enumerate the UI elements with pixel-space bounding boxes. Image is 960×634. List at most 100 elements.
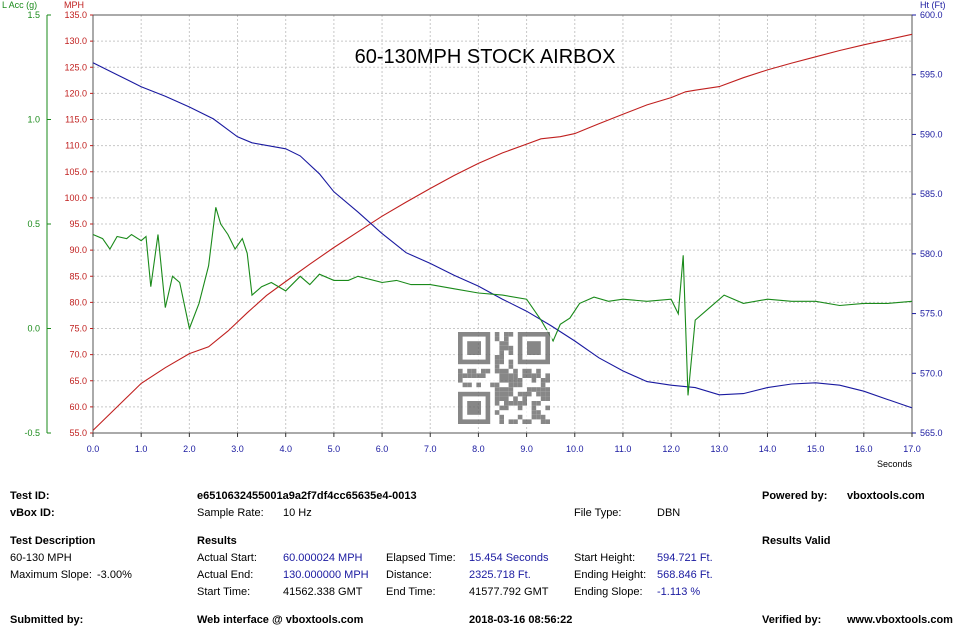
series-lines [92, 33, 913, 431]
qr-module [517, 414, 523, 420]
ht-tick-label: 575.0 [920, 309, 943, 319]
qr-module [504, 373, 509, 378]
sample-rate-value: 10 Hz [283, 507, 312, 519]
qr-module [545, 373, 550, 378]
vbox-id-label: vBox ID: [10, 507, 55, 519]
series-ht-line [92, 62, 913, 409]
qr-module [536, 414, 541, 420]
x-tick-label: 10.0 [566, 444, 584, 454]
qr-module [504, 405, 509, 411]
qr-module [494, 410, 500, 415]
lacc-tick-label: 0.5 [27, 219, 40, 229]
qr-module [522, 396, 527, 401]
elapsed-time-value: 15.454 Seconds [469, 552, 549, 564]
qr-module [508, 378, 514, 383]
qr-module [467, 382, 472, 388]
qr-module [499, 368, 504, 374]
qr-module [527, 387, 532, 392]
qr-module [517, 391, 523, 397]
qr-module [540, 419, 546, 424]
qr-module [481, 368, 486, 374]
qr-module [536, 401, 541, 406]
results-valid-label: Results Valid [762, 535, 831, 547]
qr-module [536, 387, 541, 392]
qr-module [531, 378, 537, 383]
qr-module [513, 368, 518, 374]
mph-tick-label: 100.0 [64, 193, 87, 203]
qr-module [513, 419, 518, 424]
mph-tick-label: 85.0 [69, 271, 87, 281]
actual-start-label: Actual Start: [197, 552, 257, 564]
elapsed-time-label: Elapsed Time: [386, 552, 456, 564]
qr-module [494, 359, 500, 365]
qr-module [531, 410, 537, 415]
ht-tick-label: 580.0 [920, 249, 943, 259]
qr-module [522, 368, 527, 374]
x-axis: 0.0 1.0 2.0 3.0 4.0 5.0 6.0 7.0 8.0 9.0 10.0 11.0 12… [87, 433, 921, 469]
qr-module [540, 391, 546, 397]
qr-module [494, 391, 500, 397]
series-lacc-line [92, 207, 913, 396]
qr-module [517, 405, 523, 411]
qr-module [494, 387, 500, 392]
test-description-value: 60-130 MPH [10, 552, 72, 564]
qr-module [494, 364, 500, 369]
qr-module [536, 391, 541, 397]
ht-tick-label: 585.0 [920, 189, 943, 199]
mph-tick-label: 80.0 [69, 297, 87, 307]
x-tick-label: 9.0 [520, 444, 533, 454]
mph-tick-label: 75.0 [69, 324, 87, 334]
qr-module [536, 410, 541, 415]
sample-rate-label: Sample Rate: [197, 507, 264, 519]
qr-module [540, 387, 546, 392]
mph-tick-label: 105.0 [64, 167, 87, 177]
chart: 1.5 1.0 0.5 0.0 -0.5 L Acc (g) 135.0 130.0 125.… [2, 0, 946, 469]
actual-start-value: 60.000024 MPH [283, 552, 363, 564]
qr-module [508, 391, 514, 397]
qr-module [458, 373, 463, 378]
qr-module [508, 345, 514, 351]
qr-module [494, 332, 500, 337]
qr-module [467, 373, 472, 378]
qr-module [536, 373, 541, 378]
qr-module [504, 368, 509, 374]
x-tick-label: 16.0 [855, 444, 873, 454]
mph-tick-label: 110.0 [65, 141, 87, 151]
qr-module [462, 382, 468, 388]
qr-module [545, 391, 550, 397]
ht-tick-label: 595.0 [920, 70, 943, 80]
qr-module [476, 382, 481, 388]
qr-module [517, 378, 523, 383]
lacc-tick-label: 1.0 [27, 115, 40, 125]
qr-module [494, 368, 500, 374]
start-height-label: Start Height: [574, 552, 636, 564]
qr-module [513, 401, 518, 406]
qr-module [517, 401, 523, 406]
ending-slope-value: -1.113 % [657, 586, 701, 598]
qr-module [476, 373, 481, 378]
qr-module [462, 373, 468, 378]
qr-module [508, 359, 514, 365]
ht-tick-label: 590.0 [920, 129, 943, 139]
qr-module [499, 378, 504, 383]
x-tick-label: 5.0 [328, 444, 341, 454]
qr-module [458, 368, 463, 374]
series-mph-line [92, 33, 913, 431]
qr-module [494, 382, 500, 388]
verified-by-value[interactable]: www.vboxtools.com [847, 614, 953, 626]
qr-module [499, 373, 504, 378]
qr-module [504, 391, 509, 397]
qr-module [499, 396, 504, 401]
qr-module [504, 378, 509, 383]
qr-module [508, 350, 514, 355]
mph-tick-label: 65.0 [69, 376, 87, 386]
qr-module [481, 373, 486, 378]
qr-code-watermark [456, 330, 552, 426]
x-tick-label: 11.0 [615, 444, 632, 454]
mph-tick-label: 135.0 [64, 10, 87, 20]
qr-module [504, 387, 509, 392]
qr-module [545, 396, 550, 401]
max-slope-label: Maximum Slope: [10, 569, 92, 581]
web-interface-link[interactable]: Web interface @ vboxtools.com [197, 614, 364, 626]
qr-module [527, 373, 532, 378]
